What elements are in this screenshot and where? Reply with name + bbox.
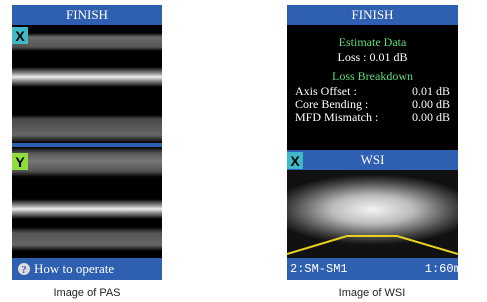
caption: Image of WSI	[287, 287, 457, 299]
fiber-type: 2:SM-SM1	[290, 262, 348, 276]
header: FINISH	[287, 5, 458, 25]
label: MFD Mismatch :	[295, 110, 378, 125]
x-tag: X	[12, 27, 28, 44]
footer: ? How to operate	[12, 258, 162, 280]
wsi-bar: WSI	[287, 150, 458, 170]
header: FINISH	[12, 5, 162, 25]
pas-screen: FINISH X Y ? How to operate	[12, 5, 162, 280]
y-image	[12, 147, 162, 258]
help-icon: ?	[12, 258, 34, 280]
loss: Loss : 0.01 dB	[287, 50, 458, 65]
footer: 2:SM-SM1 1:60mm	[287, 258, 458, 280]
profile	[287, 170, 458, 258]
estimate-heading: Estimate Data	[287, 35, 458, 50]
caption: Image of PAS	[2, 287, 172, 299]
wsi-screen: FINISH Estimate Data Loss : 0.01 dB Loss…	[287, 5, 458, 280]
row: MFD Mismatch : 0.00 dB	[295, 110, 450, 125]
x-tag: X	[287, 152, 303, 169]
page: FINISH X Y ? How to operate FINISH Estim…	[0, 0, 487, 302]
value: 0.00 dB	[412, 110, 450, 125]
x-image	[12, 25, 162, 148]
svg-text:?: ?	[22, 265, 27, 276]
footer-text[interactable]: How to operate	[34, 261, 114, 277]
title: FINISH	[352, 7, 394, 23]
breakdown-heading: Loss Breakdown	[287, 69, 458, 84]
y-tag: Y	[12, 153, 28, 170]
length: 1:60mm	[425, 262, 458, 276]
title: FINISH	[66, 7, 108, 23]
wsi-label: WSI	[361, 152, 385, 168]
